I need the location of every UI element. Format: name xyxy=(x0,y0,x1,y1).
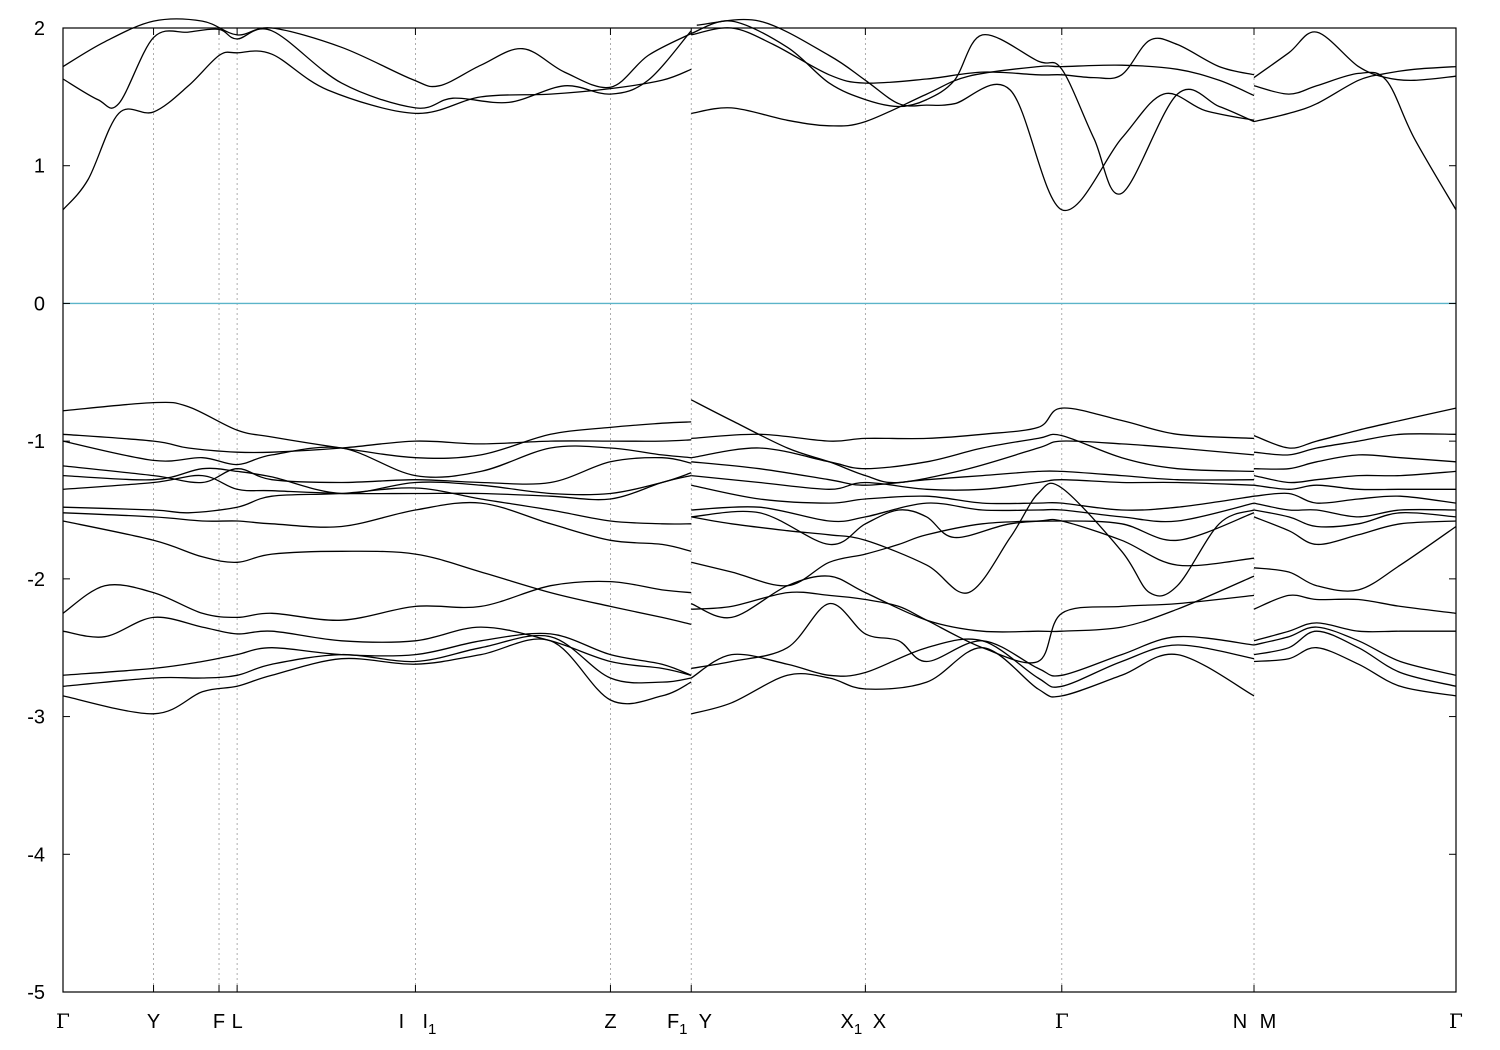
y-tick-label: -1 xyxy=(27,431,45,453)
band-line xyxy=(691,27,1255,84)
x-kpoint-label: X1 xyxy=(841,1011,863,1038)
band-line xyxy=(1253,470,1457,484)
band-line xyxy=(62,440,692,478)
band-line xyxy=(696,18,1255,212)
y-tick-label: -5 xyxy=(27,982,45,1004)
band-line xyxy=(1253,525,1457,592)
y-tick-label: 0 xyxy=(34,293,45,315)
band-line xyxy=(1253,71,1457,211)
y-tick-label: 1 xyxy=(34,156,45,178)
band-line xyxy=(62,18,692,89)
band-line xyxy=(691,502,1255,523)
band-line xyxy=(691,482,1255,597)
band-line xyxy=(1253,516,1457,546)
band-line xyxy=(62,474,692,501)
y-axis: -5 -4 -3 -2 -1 0 1 2 xyxy=(27,18,1456,1004)
band-line xyxy=(1253,630,1457,687)
x-axis: Γ Γ Y F L I I1 Z F1 Y X1 X Γ N M xyxy=(56,28,1463,1038)
band-line xyxy=(691,474,1255,491)
band-line xyxy=(691,647,1255,715)
x-kpoint-label: F xyxy=(213,1011,225,1033)
band-line xyxy=(1253,502,1457,518)
band-line xyxy=(690,575,1255,633)
x-kpoint-label: I1 xyxy=(422,1011,436,1038)
band-line xyxy=(691,484,1255,511)
plot-frame xyxy=(62,27,1457,993)
band-line xyxy=(62,638,692,715)
x-kpoint-label: X xyxy=(873,1011,886,1033)
band-line xyxy=(691,407,1255,442)
band-line xyxy=(691,433,1255,473)
band-line xyxy=(1253,492,1457,504)
band-line xyxy=(691,591,1255,664)
x-kpoint-label: I xyxy=(399,1011,405,1033)
band-line xyxy=(62,28,692,109)
band-line xyxy=(62,634,692,687)
band-line xyxy=(62,487,692,525)
x-kpoint-label: Γ xyxy=(1055,1009,1069,1033)
band-line xyxy=(1253,484,1456,491)
x-kpoint-label: M xyxy=(1260,1011,1277,1033)
band-line xyxy=(1253,626,1457,676)
x-kpoint-label: Y xyxy=(699,1011,712,1033)
band-line xyxy=(62,580,692,621)
band-line xyxy=(1253,509,1457,528)
band-line xyxy=(690,638,1255,688)
band-line xyxy=(62,632,692,676)
band-line xyxy=(1253,622,1456,642)
x-kpoint-label: L xyxy=(232,1011,243,1033)
band-line xyxy=(691,64,1255,127)
band-line xyxy=(1253,647,1457,697)
band-lines xyxy=(62,18,1457,715)
y-tick-label: -2 xyxy=(27,569,45,591)
band-line xyxy=(62,616,692,676)
y-tick-label: 2 xyxy=(34,18,45,40)
band-line xyxy=(62,501,692,552)
band-line xyxy=(691,509,1255,546)
band-line xyxy=(690,399,1255,484)
x-kpoint-label: Γ xyxy=(1449,1009,1463,1033)
band-line xyxy=(62,520,692,625)
band-line xyxy=(62,401,692,459)
band-line xyxy=(690,20,1255,195)
x-kpoint-label: Z xyxy=(604,1011,616,1033)
band-line xyxy=(62,433,692,454)
x-kpoint-label: Γ xyxy=(56,1009,70,1033)
band-line xyxy=(1253,454,1457,470)
band-line xyxy=(1253,31,1457,82)
band-line xyxy=(1253,433,1457,456)
band-line xyxy=(1253,407,1457,449)
x-kpoint-label: N xyxy=(1233,1011,1247,1033)
band-line xyxy=(62,456,692,485)
y-tick-label: -4 xyxy=(27,844,45,866)
x-kpoint-label: Y xyxy=(147,1011,160,1033)
band-line xyxy=(62,50,692,211)
kpoint-grid-lines xyxy=(153,28,1255,992)
band-line xyxy=(1253,65,1457,123)
band-line xyxy=(691,602,1255,677)
x-kpoint-label: F1 xyxy=(667,1011,688,1038)
band-line xyxy=(691,461,1255,486)
y-tick-label: -3 xyxy=(27,707,45,729)
band-line xyxy=(1253,594,1457,614)
